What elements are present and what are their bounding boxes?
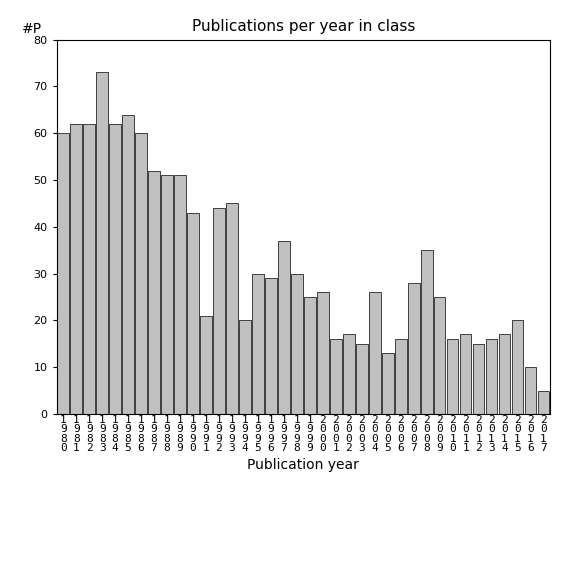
Bar xyxy=(136,133,147,414)
Bar xyxy=(291,274,303,414)
Bar xyxy=(122,115,134,414)
Bar xyxy=(304,297,316,414)
Bar xyxy=(356,344,367,414)
Bar xyxy=(213,208,225,414)
Bar xyxy=(511,320,523,414)
Bar xyxy=(226,204,238,414)
Bar xyxy=(109,124,121,414)
Bar xyxy=(538,391,549,414)
Bar xyxy=(70,124,82,414)
Bar xyxy=(161,175,173,414)
Bar xyxy=(278,241,290,414)
Bar xyxy=(330,339,342,414)
Bar xyxy=(460,335,471,414)
Bar xyxy=(408,283,420,414)
Bar xyxy=(239,320,251,414)
Bar xyxy=(395,339,407,414)
Bar xyxy=(447,339,459,414)
Bar xyxy=(434,297,446,414)
Bar xyxy=(343,335,354,414)
Bar xyxy=(57,133,69,414)
Bar xyxy=(486,339,497,414)
Bar xyxy=(265,278,277,414)
Bar xyxy=(473,344,484,414)
Bar xyxy=(382,353,393,414)
Bar xyxy=(83,124,95,414)
Bar xyxy=(252,274,264,414)
Bar xyxy=(317,293,329,414)
Bar xyxy=(524,367,536,414)
X-axis label: Publication year: Publication year xyxy=(247,459,359,472)
Bar xyxy=(96,73,108,414)
Bar xyxy=(174,175,186,414)
Bar xyxy=(369,293,380,414)
Bar xyxy=(148,171,160,414)
Title: Publications per year in class: Publications per year in class xyxy=(192,19,415,35)
Bar xyxy=(187,213,199,414)
Text: #P: #P xyxy=(22,22,43,36)
Bar xyxy=(499,335,510,414)
Bar xyxy=(421,250,433,414)
Bar xyxy=(200,316,212,414)
